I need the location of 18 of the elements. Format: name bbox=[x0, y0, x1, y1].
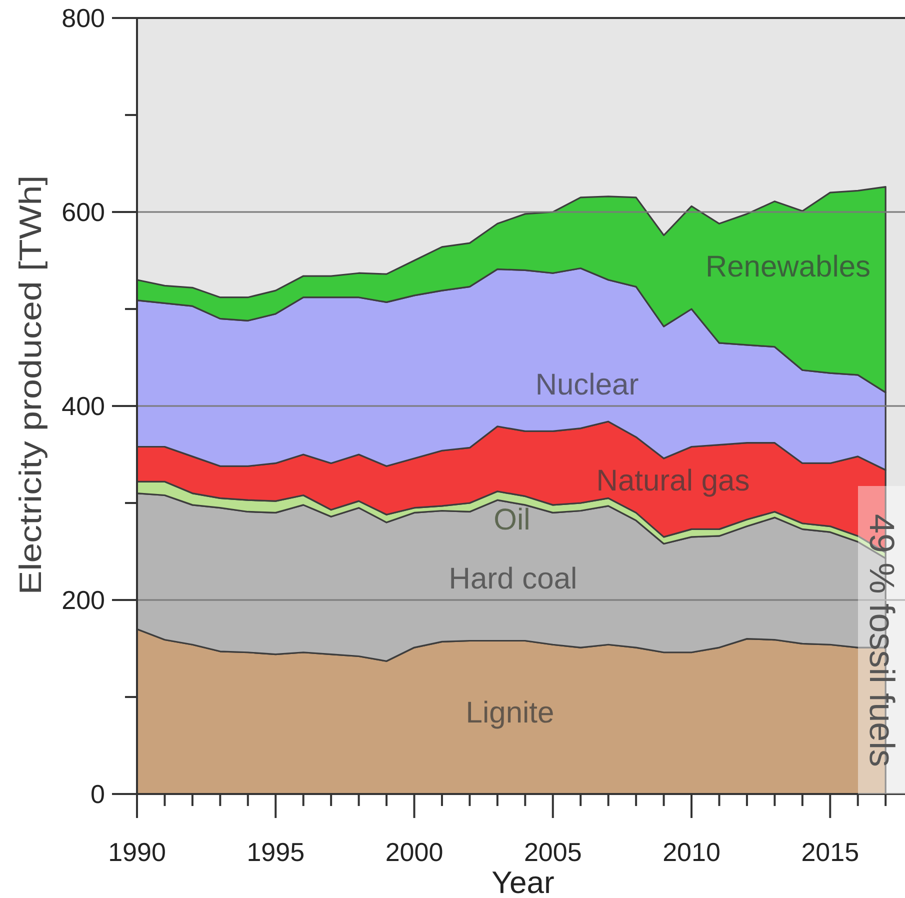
x-axis-title: Year bbox=[492, 865, 554, 898]
x-tick-label: 2010 bbox=[662, 837, 720, 867]
y-tick-label: 0 bbox=[90, 779, 105, 810]
y-tick-label: 800 bbox=[62, 3, 105, 34]
series-label: Natural gas bbox=[596, 464, 750, 498]
y-tick-label: 400 bbox=[62, 391, 105, 422]
x-tick-label: 1990 bbox=[108, 837, 166, 867]
x-tick-label: 2000 bbox=[385, 837, 444, 867]
x-tick-label: 1995 bbox=[246, 837, 305, 867]
series-label: Hard coal bbox=[448, 562, 578, 596]
series-label: Oil bbox=[494, 504, 530, 536]
series-label: Renewables bbox=[705, 250, 871, 284]
y-tick-label: 200 bbox=[62, 585, 105, 616]
x-tick-label: 2005 bbox=[524, 837, 582, 867]
x-tick-label: 2015 bbox=[801, 837, 860, 867]
y-tick-label: 600 bbox=[62, 197, 105, 228]
y-axis-title: Electricity produced [TWh] bbox=[14, 175, 48, 595]
series-label: Nuclear bbox=[535, 368, 639, 402]
